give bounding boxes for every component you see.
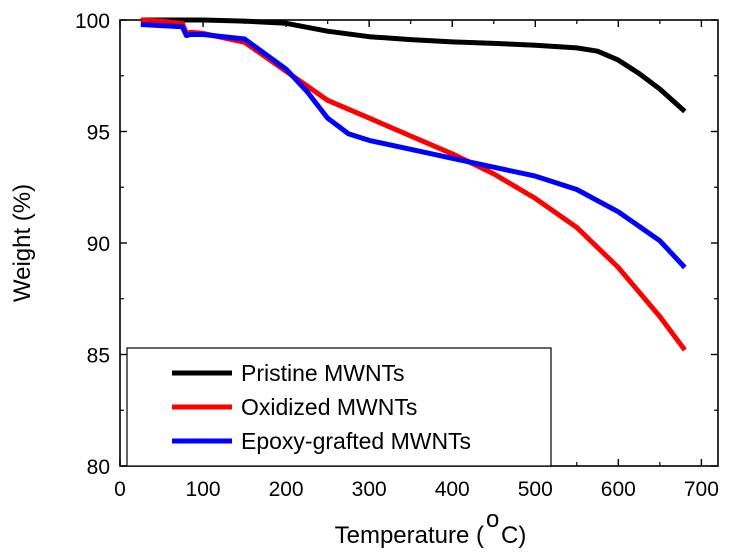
x-axis-title-suffix: C)	[501, 522, 526, 549]
series-layer	[140, 17, 687, 352]
y-tick-label: 90	[87, 233, 110, 256]
x-axis-title: Temperature (	[335, 522, 484, 549]
y-tick-label: 80	[87, 456, 110, 479]
legend-label-0: Pristine MWNTs	[241, 360, 405, 386]
x-tick-label: 600	[601, 478, 636, 501]
x-tick-label: 100	[186, 478, 221, 501]
x-tick-label: 500	[518, 478, 553, 501]
y-axis-title: Weight (%)	[9, 184, 36, 302]
legend-label-2: Epoxy-grafted MWNTs	[241, 428, 471, 454]
y-tick-label: 85	[87, 345, 110, 368]
x-axis-title-superscript: o	[486, 506, 499, 533]
series-line-0	[140, 17, 687, 114]
x-tick-label: 300	[352, 478, 387, 501]
x-tick-label: 400	[435, 478, 470, 501]
x-tick-label: 700	[684, 478, 719, 501]
series-line-1	[140, 17, 687, 352]
x-axis: 0 100 200 300 400 500 600 700	[114, 20, 719, 501]
series-line-2	[140, 22, 687, 270]
y-axis: 80 85 90 95 100	[75, 10, 718, 479]
x-tick-label: 0	[114, 478, 126, 501]
legend-label-1: Oxidized MWNTs	[241, 394, 417, 420]
y-tick-label: 100	[75, 10, 110, 33]
y-tick-label: 95	[87, 122, 110, 145]
legend: Pristine MWNTs Oxidized MWNTs Epoxy-grafte…	[126, 347, 552, 467]
x-tick-label: 200	[269, 478, 304, 501]
